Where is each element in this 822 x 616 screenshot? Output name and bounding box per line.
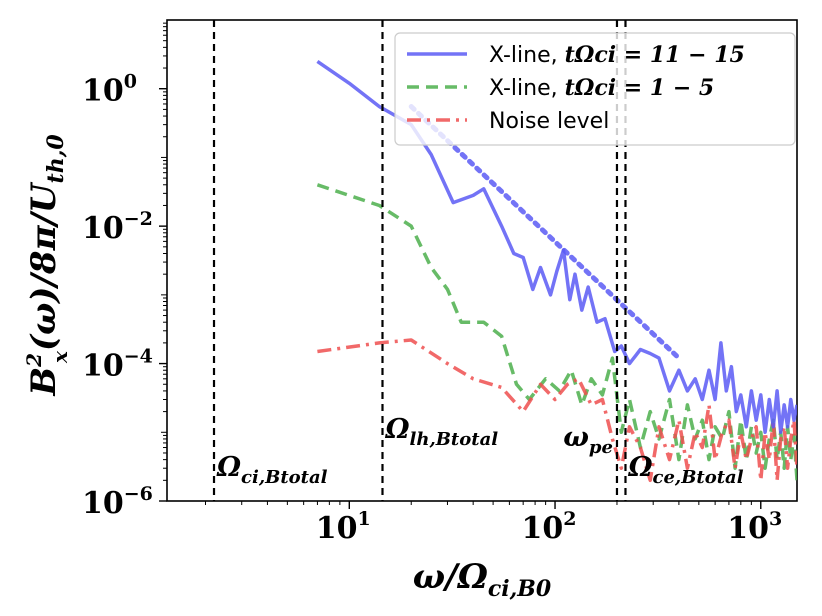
legend-label-1: X-line, tΩci = 11 − 15 [489, 42, 745, 68]
legend-label-3: Noise level [489, 109, 609, 134]
y-tick-label-3: 10−2 [82, 208, 153, 246]
chart-legend: X-line, tΩci = 11 − 15 X-line, tΩci = 1 −… [394, 32, 796, 146]
series-line-2 [316, 183, 797, 481]
power-law-fit-line [408, 104, 682, 361]
legend-box [394, 32, 796, 146]
y-axis-label: B2 x(ω)/8π/Uth,0 [22, 134, 72, 397]
x-tick-label-3: 103 [727, 508, 782, 546]
series-line-1 [316, 59, 797, 435]
x-tick-label-1: 101 [316, 508, 371, 546]
x-tick-label-2: 102 [522, 508, 577, 546]
vline-label-2: Ωlh,Btotal [384, 414, 498, 450]
x-axis-label: ω/Ωci,B0 [413, 557, 552, 602]
y-tick-label-1: 10−6 [82, 483, 153, 521]
vline-label-4: Ωce,Btotal [627, 452, 743, 488]
legend-label-2: X-line, tΩci = 1 − 5 [489, 75, 714, 101]
vline-label-1: Ωci,Btotal [216, 452, 328, 488]
vline-label-3: ωpe [563, 422, 613, 458]
y-tick-label-4: 100 [82, 71, 137, 109]
y-tick-label-2: 10−4 [82, 346, 153, 384]
